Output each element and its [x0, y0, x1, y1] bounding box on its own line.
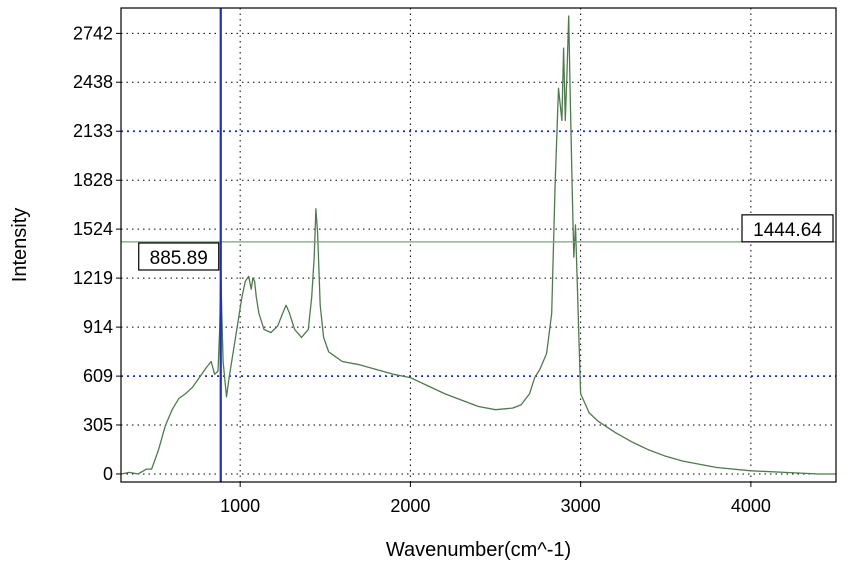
horizontal-cursor-label-text: 1444.64 — [753, 220, 822, 241]
x-tick-label: 1000 — [220, 496, 260, 516]
x-tick-label: 2000 — [390, 496, 430, 516]
grid-lines — [121, 8, 836, 482]
y-tick-label: 2438 — [73, 72, 113, 92]
series-layer — [120, 15, 836, 475]
y-tick-label: 609 — [83, 366, 113, 386]
y-tick-label: 0 — [103, 464, 113, 484]
horizontal-cursor-label: 1444.64 — [741, 214, 834, 243]
tick-labels: 0 305 609 914 1219 1524 1828 2133 2438 2742 1000 20… — [73, 23, 771, 516]
x-tick-label: 3000 — [561, 496, 601, 516]
y-tick-label: 1828 — [73, 170, 113, 190]
horizontal-cursor-label-box — [741, 214, 834, 243]
plot-frame — [120, 7, 837, 483]
vertical-cursor-label-box — [138, 242, 220, 271]
vertical-cursor-label: 885.89 — [138, 242, 220, 271]
y-tick-label: 305 — [83, 415, 113, 435]
spectrum-line — [120, 15, 836, 475]
vertical-cursor-label-text: 885.89 — [150, 248, 208, 269]
y-tick-label: 2133 — [73, 121, 113, 141]
x-axis-title: Wavenumber(cm^-1) — [386, 539, 571, 561]
y-axis-title: Intensity — [9, 208, 31, 282]
y-tick-label: 1219 — [73, 268, 113, 288]
y-tick-label: 2742 — [73, 23, 113, 43]
y-tick-label: 914 — [83, 317, 113, 337]
cursor-layer: 885.89 1444.64 — [121, 8, 836, 482]
y-tick-label: 1524 — [73, 219, 113, 239]
x-tick-label: 4000 — [731, 496, 771, 516]
